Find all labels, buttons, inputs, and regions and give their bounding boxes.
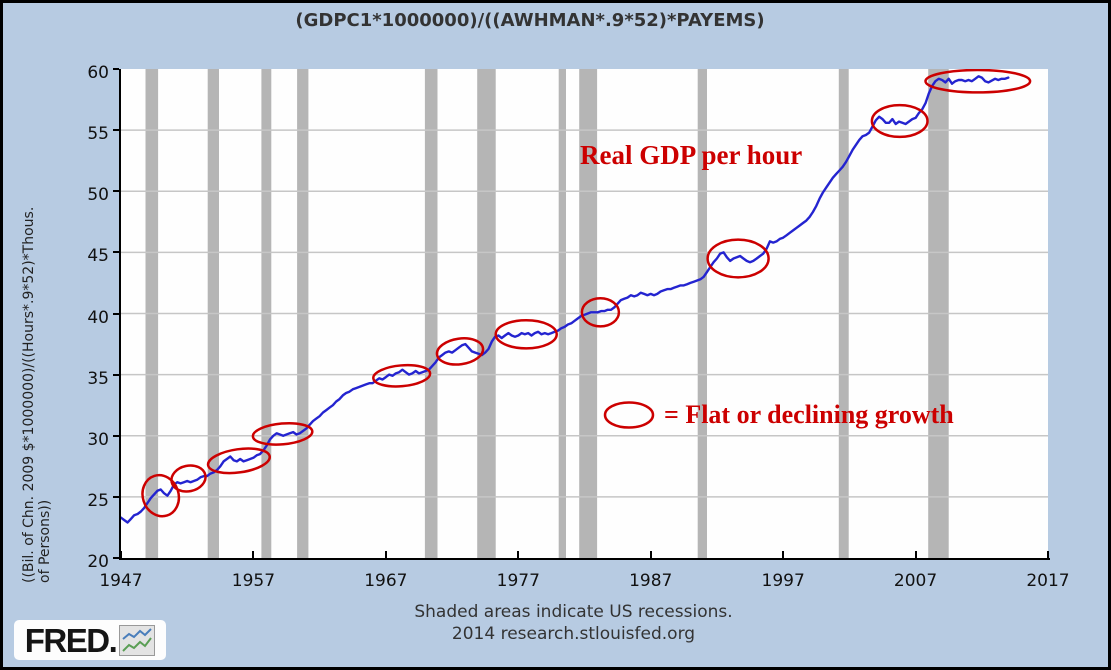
x-tick-label: 1957 [231,571,276,591]
y-tick-label: 20 [87,552,109,572]
y-tick-mark [113,251,119,254]
y-tick-mark [113,129,119,132]
fred-logo: FRED. [14,620,166,660]
y-tick-mark [113,495,119,498]
flat-growth-ellipse [580,296,621,328]
x-tick-label: 1987 [629,571,673,591]
footer-recession-note: Shaded areas indicate US recessions. [414,602,733,622]
x-tick-label: 2007 [893,571,938,591]
y-tick-mark [113,373,119,376]
flat-growth-ellipse [435,337,485,366]
y-tick-mark [113,312,119,315]
y-axis-unit-line2: of Persons)) [37,499,53,583]
y-axis-line [119,69,121,560]
x-tick-mark [649,551,652,558]
y-tick-label: 55 [87,124,109,145]
y-tick-label: 35 [87,368,109,389]
flat-growth-ellipse [924,69,1032,94]
fred-logo-chart-icon [119,624,156,656]
x-tick-mark [120,551,122,558]
y-tick-label: 50 [87,185,109,206]
y-axis-unit-line1: ((Bil. of Chn. 2009 $*1000000)/((Hours*.… [21,206,37,583]
annotation-legend-label: = Flat or declining growth [664,400,954,429]
flat-growth-ellipse [251,421,314,446]
plot-area [121,69,1048,558]
footer-source: 2014 research.stlouisfed.org [451,624,696,644]
y-tick-label: 60 [87,63,109,83]
x-tick-label: 1947 [99,571,143,591]
legend-ellipse-icon [603,401,655,429]
flat-growth-ellipse [706,238,770,279]
x-tick-mark [384,551,387,558]
annotation-legend: = Flat or declining growth [602,400,954,430]
chart-title: (GDPC1*1000000)/((AWHMAN*.9*52)*PAYEMS) [295,10,765,31]
x-tick-mark [782,551,785,558]
y-axis-unit-label: ((Bil. of Chn. 2009 $*1000000)/((Hours*.… [21,43,53,583]
x-axis-line [119,558,1050,560]
x-tick-label: 1997 [761,571,805,591]
y-tick-mark [113,190,119,193]
x-tick-label: 1967 [364,571,408,591]
flat-growth-ellipse [206,447,271,475]
x-tick-label: 2017 [1026,571,1070,591]
annotation-line-label: Real GDP per hour [580,140,803,170]
x-tick-mark [1047,551,1049,558]
x-tick-label: 1977 [496,571,540,591]
flat-growth-ellipse [494,318,558,350]
y-tick-mark [113,434,119,437]
flat-growth-ellipse [170,464,207,493]
flat-growth-ellipse [141,473,181,518]
y-tick-label: 45 [87,246,109,267]
y-tick-label: 40 [87,307,109,328]
y-tick-label: 30 [87,429,109,450]
plot-svg [121,69,1048,558]
flat-growth-ellipse [870,103,929,139]
flat-growth-ellipse [372,363,432,388]
x-tick-mark [252,551,255,558]
y-tick-mark [113,557,119,559]
y-tick-label: 25 [87,490,109,511]
data-line [121,75,1010,524]
x-tick-mark [914,551,917,558]
fred-logo-text: FRED. [24,621,118,659]
x-tick-mark [517,551,520,558]
y-tick-mark [113,68,119,70]
